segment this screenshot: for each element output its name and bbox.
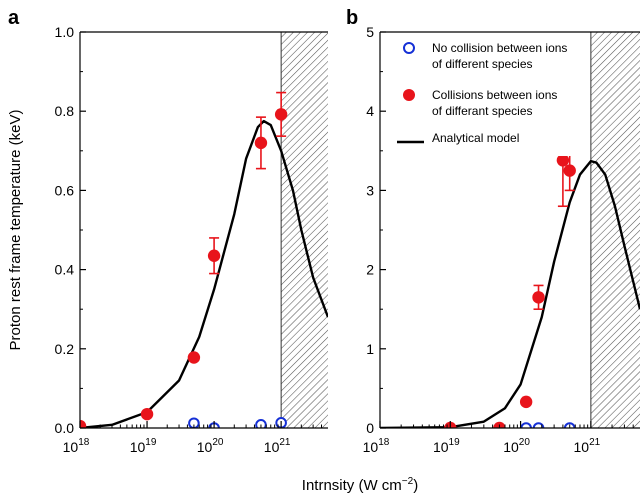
data-point-open <box>520 422 532 428</box>
y-tick-label: 0.4 <box>55 262 75 278</box>
x-tick-label: 1020 <box>197 437 224 455</box>
data-point-filled <box>556 154 570 167</box>
x-tick-label: 1018 <box>363 437 390 455</box>
x-tick-label: 1019 <box>130 437 157 455</box>
legend-label: Collisions between ions <box>432 88 557 102</box>
x-tick-label: 1019 <box>433 437 460 455</box>
legend-label: of different species <box>432 57 533 71</box>
data-point-filled <box>187 351 201 364</box>
data-point-open <box>188 417 200 428</box>
data-point-filled <box>274 108 288 121</box>
data-point-filled <box>563 164 576 177</box>
data-point-filled <box>519 395 533 409</box>
legend-label: Analytical model <box>432 131 519 145</box>
data-point-filled <box>254 136 268 150</box>
y-tick-label: 0.8 <box>55 103 75 119</box>
model-curve <box>80 119 328 428</box>
panel-a: a Proton rest frame temperature (keV) 0.… <box>7 7 328 455</box>
legend: No collision between ions of different sp… <box>393 38 589 156</box>
panel-letter-b: b <box>346 7 358 29</box>
y-tick-label: 3 <box>366 182 374 198</box>
legend-background <box>393 38 589 156</box>
legend-marker-open <box>403 42 415 54</box>
data-point-filled <box>207 249 221 262</box>
hatched-region <box>590 32 640 428</box>
y-tick-label: 1 <box>366 341 374 357</box>
legend-label: No collision between ions <box>432 41 567 55</box>
x-axis-label: Intrnsity (W cm−2) <box>302 476 418 494</box>
y-tick-label: 0.0 <box>55 420 75 436</box>
y-tick-label: 2 <box>366 262 374 278</box>
y-axis-label-a: Proton rest frame temperature (keV) <box>7 110 24 351</box>
y-tick-label: 0 <box>366 420 374 436</box>
data-point-filled <box>532 291 545 304</box>
data-point-filled <box>140 407 154 421</box>
x-tick-label: 1018 <box>63 437 90 455</box>
x-tick-label: 1021 <box>264 437 291 455</box>
x-tick-label: 1020 <box>503 437 530 455</box>
x-tick-label: 1021 <box>574 437 601 455</box>
panel-letter-a: a <box>8 7 20 29</box>
data-point-open <box>532 422 545 428</box>
hatched-region <box>281 32 328 428</box>
legend-label: of differant species <box>432 104 533 118</box>
data-point-filled <box>80 419 87 428</box>
y-tick-label: 1.0 <box>55 24 75 40</box>
panel-b: b 0 1 2 3 4 5 1018 1019 1020 1021 No collision be… <box>346 7 640 455</box>
y-tick-label: 0.2 <box>55 341 75 357</box>
y-tick-label: 0.6 <box>55 182 75 198</box>
y-tick-label: 4 <box>366 103 374 119</box>
legend-marker-filled <box>403 89 415 101</box>
model-curve <box>380 159 640 428</box>
data-point-open <box>255 419 267 428</box>
y-tick-label: 5 <box>366 24 374 40</box>
